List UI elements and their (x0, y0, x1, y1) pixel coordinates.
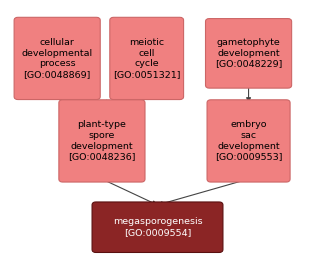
FancyBboxPatch shape (205, 19, 292, 88)
Text: meiotic
cell
cycle
[GO:0051321]: meiotic cell cycle [GO:0051321] (113, 38, 180, 79)
Text: cellular
developmental
process
[GO:0048869]: cellular developmental process [GO:00488… (22, 38, 93, 79)
FancyBboxPatch shape (92, 202, 223, 253)
FancyBboxPatch shape (207, 100, 290, 182)
FancyBboxPatch shape (110, 17, 184, 99)
Text: embryo
sac
development
[GO:0009553]: embryo sac development [GO:0009553] (215, 120, 282, 162)
FancyBboxPatch shape (14, 17, 100, 99)
Text: megasporogenesis
[GO:0009554]: megasporogenesis [GO:0009554] (113, 217, 202, 237)
FancyBboxPatch shape (59, 100, 145, 182)
Text: plant-type
spore
development
[GO:0048236]: plant-type spore development [GO:0048236… (68, 120, 136, 162)
Text: gametophyte
development
[GO:0048229]: gametophyte development [GO:0048229] (215, 38, 282, 69)
